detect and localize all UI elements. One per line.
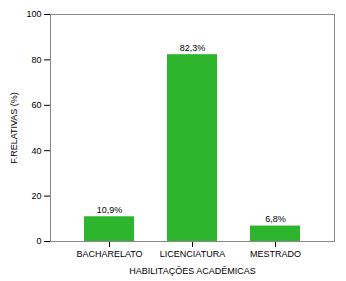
svg-text:HABILITAÇÕES ACADÊMICAS: HABILITAÇÕES ACADÊMICAS xyxy=(129,266,255,276)
svg-text:20: 20 xyxy=(31,191,41,201)
svg-text:MESTRADO: MESTRADO xyxy=(250,249,301,259)
svg-text:80: 80 xyxy=(31,55,41,65)
svg-text:82,3%: 82,3% xyxy=(180,43,206,53)
svg-text:60: 60 xyxy=(31,100,41,110)
svg-text:10,9%: 10,9% xyxy=(97,205,123,215)
svg-text:40: 40 xyxy=(31,146,41,156)
svg-text:BACHARELATO: BACHARELATO xyxy=(76,249,142,259)
svg-text:0: 0 xyxy=(36,236,41,246)
svg-text:LICENCIATURA: LICENCIATURA xyxy=(160,249,225,259)
svg-text:F.RELATIVAS (%): F.RELATIVAS (%) xyxy=(9,92,19,164)
svg-text:6,8%: 6,8% xyxy=(265,214,286,224)
svg-text:100: 100 xyxy=(26,9,41,19)
